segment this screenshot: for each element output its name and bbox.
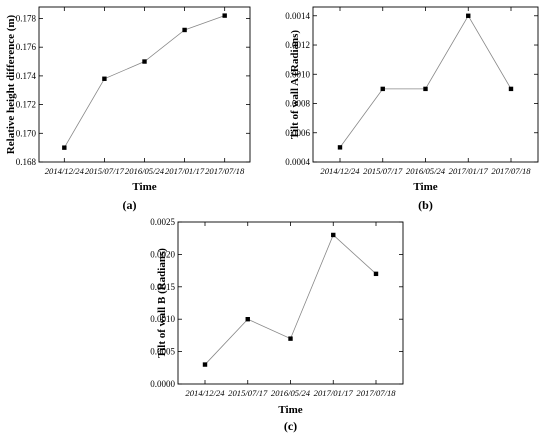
data-point	[182, 27, 187, 33]
y-tick-label: 0.176	[16, 42, 37, 52]
x-tick-label: 2017/01/17	[449, 166, 489, 176]
panel-label: (b)	[418, 198, 433, 212]
data-point	[142, 59, 147, 64]
data-point	[508, 86, 514, 92]
y-tick-label: 0.0010	[150, 314, 175, 324]
y-tick-label: 0.0005	[150, 347, 175, 357]
panel-label: (a)	[123, 198, 137, 212]
y-axis-title: Tilt of wall B (Radians)	[156, 248, 168, 358]
y-tick-label: 0.178	[16, 13, 37, 23]
y-tick-label: 0.0004	[285, 157, 310, 167]
y-tick-label: 0.0020	[150, 249, 175, 259]
x-tick-label: 2017/01/17	[165, 166, 205, 176]
x-axis-title: Time	[132, 181, 156, 193]
y-tick-label: 0.0006	[285, 128, 310, 138]
data-point	[288, 336, 293, 341]
x-tick-label: 2016/05/24	[271, 388, 311, 398]
y-tick-label: 0.174	[16, 71, 37, 81]
y-tick-label: 0.0000	[150, 379, 175, 389]
data-point	[373, 271, 379, 277]
x-tick-label: 2016/05/24	[125, 166, 165, 176]
y-axis-title: Tilt of wall A (Radians)	[289, 30, 301, 140]
y-tick-label: 0.168	[16, 157, 37, 167]
data-point	[466, 13, 471, 18]
y-tick-label: 0.172	[16, 100, 36, 110]
data-point	[245, 317, 250, 322]
y-tick-label: 0.0015	[150, 282, 175, 292]
x-tick-label: 2017/07/18	[205, 166, 245, 176]
x-tick-label: 2017/01/17	[314, 388, 354, 398]
series-line-1	[63, 15, 225, 148]
x-axis-title: Time	[278, 404, 302, 416]
x-tick-label: 2015/07/17	[363, 166, 403, 176]
plot-frame-1	[38, 6, 251, 163]
x-tick-label: 2015/07/17	[228, 388, 268, 398]
data-point	[380, 86, 385, 92]
y-tick-label: 0.170	[16, 128, 37, 138]
data-point	[337, 145, 343, 150]
y-tick-label: 0.0014	[285, 11, 310, 21]
y-tick-label: 0.0010	[285, 69, 310, 79]
x-tick-label: 2014/12/24	[185, 388, 225, 398]
data-point	[423, 86, 428, 92]
y-axis-title: Relative height difference (m)	[5, 14, 17, 154]
x-tick-label: 2014/12/24	[320, 166, 360, 176]
x-tick-label: 2014/12/24	[45, 166, 85, 176]
y-tick-label: 0.0008	[285, 99, 310, 109]
data-point	[102, 76, 107, 81]
data-point	[202, 362, 208, 367]
series-line-3	[204, 234, 377, 365]
x-axis-title: Time	[413, 181, 437, 193]
y-tick-label: 0.0025	[150, 217, 175, 227]
x-tick-label: 2017/07/18	[491, 166, 531, 176]
panel-label: (c)	[284, 419, 297, 433]
data-point	[331, 232, 336, 238]
x-tick-label: 2015/07/17	[85, 166, 125, 176]
series-line-2	[339, 14, 512, 148]
x-tick-label: 2016/05/24	[406, 166, 446, 176]
data-point	[62, 145, 67, 150]
x-tick-label: 2017/07/18	[356, 388, 396, 398]
data-point	[222, 13, 227, 18]
plot-frame-3	[177, 221, 404, 385]
y-tick-label: 0.0012	[285, 40, 310, 50]
